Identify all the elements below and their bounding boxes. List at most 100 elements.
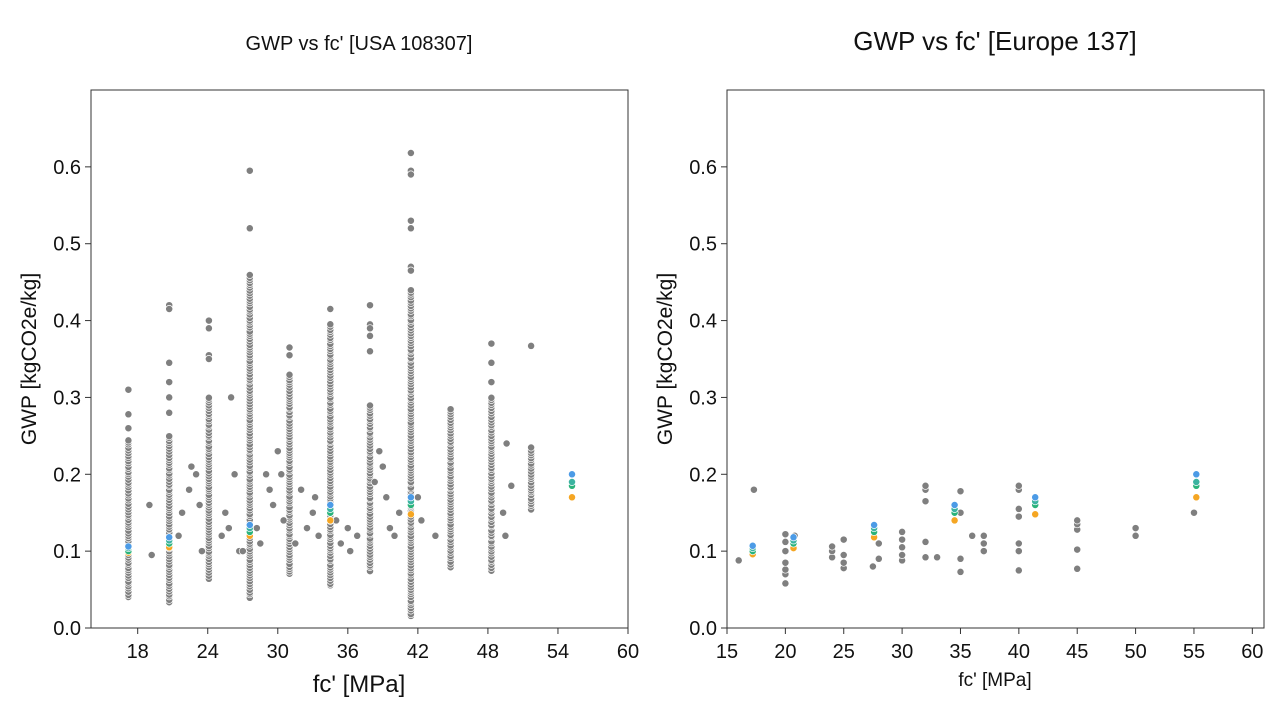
usa-y-axis-label: GWP [kgCO2e/kg]: [18, 273, 41, 445]
data-point: [245, 271, 254, 279]
data-point: [734, 556, 743, 565]
data-point: [308, 508, 317, 517]
data-point: [406, 149, 415, 157]
data-point: [499, 508, 508, 517]
data-point: [204, 393, 213, 402]
x-tick-label: 60: [617, 641, 639, 663]
data-point: [898, 527, 907, 536]
data-point: [487, 358, 496, 367]
highlight-point: [1031, 493, 1040, 502]
data-point: [1014, 547, 1023, 556]
data-point: [406, 224, 415, 233]
data-point: [187, 462, 196, 471]
data-point: [1014, 481, 1023, 490]
data-point: [431, 531, 440, 540]
data-point: [375, 447, 384, 456]
highlight-point: [406, 510, 415, 519]
europe-y-axis-label: GWP [kgCO2e/kg]: [654, 273, 677, 445]
usa-x-ticks: 18 24 30 36 42 48 54 60: [127, 628, 639, 663]
highlight-point: [124, 542, 133, 551]
data-point: [221, 508, 230, 517]
data-point: [147, 551, 156, 559]
data-point: [378, 462, 387, 471]
data-point: [124, 424, 133, 433]
data-point: [979, 547, 988, 556]
data-point: [1014, 539, 1023, 548]
data-point: [502, 439, 511, 448]
data-point: [1073, 545, 1082, 554]
data-point: [285, 351, 294, 360]
x-tick-label: 25: [833, 641, 855, 663]
usa-data-points: [124, 149, 576, 620]
data-point: [366, 324, 374, 333]
data-point: [227, 393, 236, 402]
data-point: [921, 481, 930, 490]
data-point: [956, 554, 965, 563]
data-point: [828, 542, 837, 551]
x-tick-label: 50: [1124, 641, 1146, 663]
y-tick-label: 0.0: [689, 618, 717, 640]
data-point: [956, 487, 965, 496]
data-point: [165, 408, 174, 417]
data-point: [868, 562, 877, 571]
x-tick-label: 15: [716, 641, 738, 663]
data-point: [343, 524, 352, 533]
data-point: [217, 531, 226, 540]
data-point: [204, 316, 213, 325]
data-point: [165, 378, 174, 387]
europe-chart-title: GWP vs fc' [Europe 137]: [853, 26, 1136, 56]
data-point: [165, 305, 174, 313]
data-point: [245, 224, 254, 233]
highlight-point: [748, 541, 757, 550]
data-point: [781, 537, 790, 546]
data-point: [311, 493, 320, 502]
y-tick-label: 0.6: [689, 157, 717, 179]
x-tick-label: 36: [337, 641, 359, 663]
data-point: [366, 301, 374, 310]
y-tick-label: 0.1: [689, 541, 717, 563]
y-tick-label: 0.6: [53, 157, 81, 179]
data-point: [839, 558, 848, 567]
y-tick-label: 0.2: [689, 464, 717, 486]
highlight-point: [326, 516, 335, 525]
data-point: [124, 436, 133, 445]
y-tick-label: 0.3: [53, 387, 81, 409]
data-point: [204, 324, 213, 333]
y-tick-label: 0.3: [689, 387, 717, 409]
europe-y-ticks: 0.0 0.1 0.2 0.3 0.4 0.5 0.6: [689, 157, 727, 640]
data-point: [979, 531, 988, 540]
data-point: [370, 478, 379, 486]
data-point: [406, 286, 415, 295]
data-point: [336, 539, 345, 548]
data-point: [256, 539, 265, 548]
highlight-point: [568, 493, 576, 502]
x-tick-label: 18: [127, 641, 149, 663]
data-point: [527, 341, 536, 350]
x-tick-label: 24: [197, 641, 219, 663]
data-point: [353, 531, 362, 540]
data-point: [277, 470, 286, 479]
y-tick-label: 0.5: [53, 234, 81, 256]
data-point: [262, 470, 271, 479]
data-point: [273, 447, 282, 456]
x-tick-label: 60: [1241, 641, 1263, 663]
data-point: [921, 537, 930, 546]
data-point: [291, 539, 300, 548]
highlight-point: [245, 521, 254, 529]
highlight-point: [1192, 493, 1201, 502]
data-point: [921, 553, 930, 562]
data-point: [124, 385, 133, 394]
x-tick-label: 20: [774, 641, 796, 663]
data-point: [968, 531, 977, 540]
data-point: [413, 493, 422, 502]
y-tick-label: 0.0: [53, 618, 81, 640]
data-point: [874, 539, 883, 548]
data-point: [781, 579, 790, 588]
data-point: [956, 567, 965, 576]
highlight-point: [568, 478, 576, 486]
data-point: [195, 501, 204, 509]
x-tick-label: 42: [407, 641, 429, 663]
usa-plot-frame: [90, 89, 629, 629]
europe-plot-frame: [726, 89, 1265, 629]
